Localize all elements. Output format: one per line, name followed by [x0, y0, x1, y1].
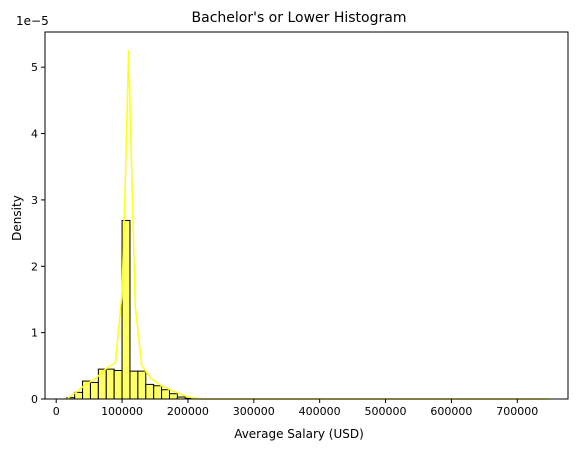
y-tick-label-5: 5 — [31, 61, 38, 74]
histogram-bar-9 — [137, 370, 147, 400]
kde-curve — [66, 49, 551, 400]
histogram-bar-8 — [129, 370, 139, 400]
x-axis-ticks: 0 100000 200000 300000 400000 500000 600000 700… — [53, 399, 538, 418]
histogram-bars — [66, 219, 194, 400]
histogram-bar-11 — [153, 385, 163, 400]
x-tick-label-2: 200000 — [167, 405, 209, 418]
histogram-bar-12 — [161, 389, 170, 400]
x-tick-label-7: 700000 — [496, 405, 538, 418]
histogram-bar-10 — [145, 383, 155, 400]
y-tick-label-0: 0 — [31, 393, 38, 406]
histogram-bar-3 — [89, 381, 99, 400]
y-axis-ticks: 0 1 2 3 4 5 — [31, 61, 45, 406]
x-tick-label-3: 300000 — [233, 405, 275, 418]
plot-frame — [44, 31, 569, 400]
x-tick-label-5: 500000 — [365, 405, 407, 418]
histogram-bar-4 — [97, 368, 107, 400]
y-tick-label-1: 1 — [31, 327, 38, 340]
histogram-bar-5 — [105, 368, 115, 400]
x-tick-label-6: 600000 — [430, 405, 472, 418]
chart-title: Bachelor's or Lower Histogram — [192, 10, 407, 26]
histogram-bar-13 — [168, 393, 178, 400]
kde-curve-group — [66, 49, 551, 400]
y-axis-label: Density — [10, 195, 24, 241]
x-tick-label-4: 400000 — [299, 405, 341, 418]
y-tick-label-4: 4 — [31, 128, 38, 141]
y-tick-label-2: 2 — [31, 260, 38, 273]
x-tick-label-0: 0 — [53, 405, 60, 418]
axes-frame — [44, 31, 569, 400]
x-tick-label-1: 100000 — [101, 405, 143, 418]
y-axis-offset-label: 1e−5 — [16, 14, 49, 28]
y-tick-label-3: 3 — [31, 194, 38, 207]
x-axis-label: Average Salary (USD) — [234, 427, 364, 441]
histogram-bar-6 — [113, 369, 123, 400]
